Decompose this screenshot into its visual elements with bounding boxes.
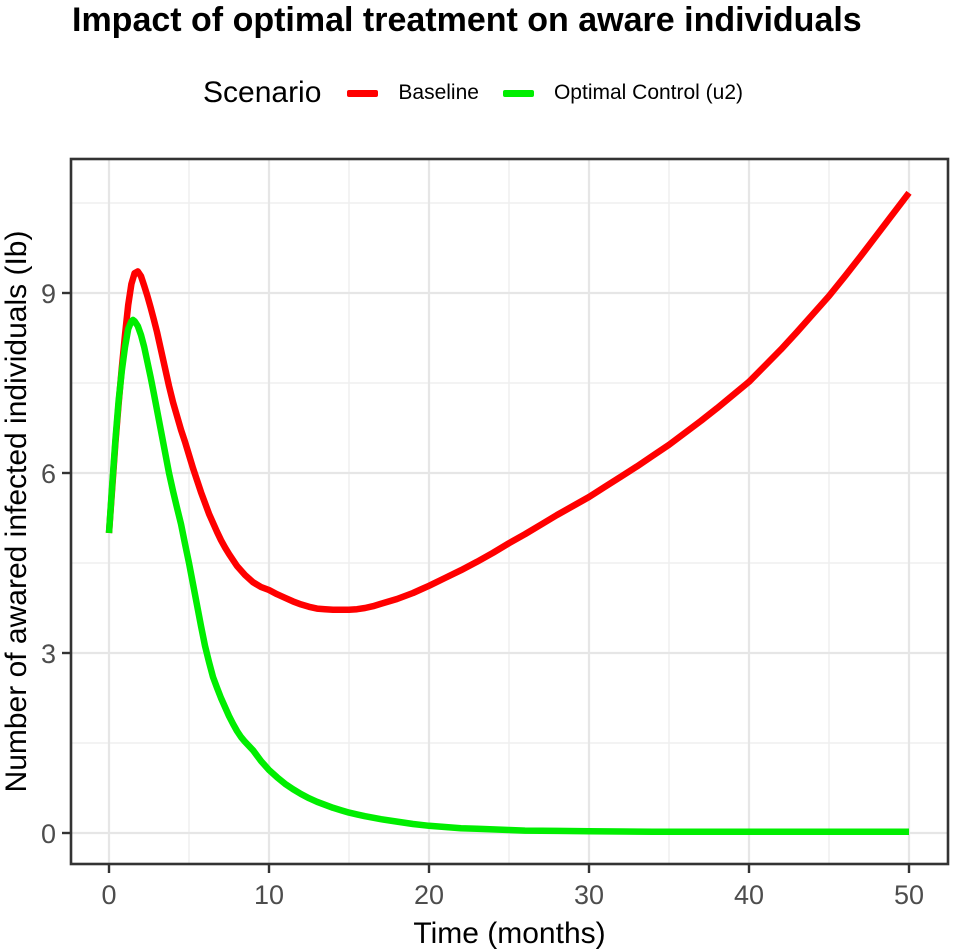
y-axis-title: Number of awared infected individuals (I…: [0, 231, 33, 793]
x-tick-label: 0: [101, 880, 116, 910]
x-tick-label: 20: [414, 880, 444, 910]
optimal-control-key-line: [502, 89, 534, 97]
y-tick-label: 6: [41, 459, 56, 489]
y-tick-label: 9: [41, 279, 56, 309]
baseline-curve: [105, 190, 912, 614]
legend-item-optimal-control: Optimal Control (u2): [502, 81, 744, 105]
chart-title: Impact of optimal treatment on aware ind…: [72, 1, 862, 39]
x-tick-label: 30: [574, 880, 604, 910]
legend-label-optimal-control: Optimal Control (u2): [553, 81, 744, 104]
legend: Scenario Baseline Optimal Control (u2): [203, 76, 767, 110]
legend-title: Scenario: [203, 76, 322, 109]
legend-item-baseline: Baseline: [347, 81, 479, 105]
baseline-key-line: [347, 89, 379, 97]
y-tick-label: 3: [41, 639, 56, 669]
x-tick-label: 10: [254, 880, 284, 910]
y-tick-label: 0: [41, 819, 56, 849]
panel-border: [69, 157, 950, 866]
x-tick-label: 40: [734, 880, 764, 910]
optimal-control-curve: [105, 316, 909, 836]
x-axis-title: Time (months): [413, 917, 605, 950]
x-tick-label: 50: [894, 880, 924, 910]
legend-label-baseline: Baseline: [398, 81, 479, 104]
